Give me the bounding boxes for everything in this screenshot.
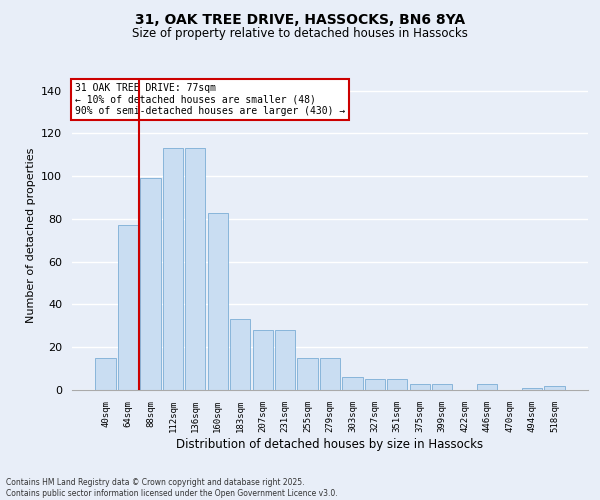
- Bar: [118, 226, 138, 390]
- Bar: [410, 384, 430, 390]
- Bar: [253, 330, 273, 390]
- Bar: [163, 148, 183, 390]
- Bar: [387, 380, 407, 390]
- Text: Contains HM Land Registry data © Crown copyright and database right 2025.
Contai: Contains HM Land Registry data © Crown c…: [6, 478, 338, 498]
- X-axis label: Distribution of detached houses by size in Hassocks: Distribution of detached houses by size …: [176, 438, 484, 450]
- Bar: [432, 384, 452, 390]
- Bar: [298, 358, 317, 390]
- Bar: [343, 377, 362, 390]
- Bar: [365, 380, 385, 390]
- Bar: [208, 212, 228, 390]
- Bar: [477, 384, 497, 390]
- Bar: [544, 386, 565, 390]
- Bar: [95, 358, 116, 390]
- Bar: [275, 330, 295, 390]
- Bar: [230, 320, 250, 390]
- Y-axis label: Number of detached properties: Number of detached properties: [26, 148, 35, 322]
- Bar: [320, 358, 340, 390]
- Text: 31, OAK TREE DRIVE, HASSOCKS, BN6 8YA: 31, OAK TREE DRIVE, HASSOCKS, BN6 8YA: [135, 12, 465, 26]
- Bar: [140, 178, 161, 390]
- Bar: [185, 148, 205, 390]
- Text: Size of property relative to detached houses in Hassocks: Size of property relative to detached ho…: [132, 28, 468, 40]
- Bar: [522, 388, 542, 390]
- Text: 31 OAK TREE DRIVE: 77sqm
← 10% of detached houses are smaller (48)
90% of semi-d: 31 OAK TREE DRIVE: 77sqm ← 10% of detach…: [74, 83, 345, 116]
